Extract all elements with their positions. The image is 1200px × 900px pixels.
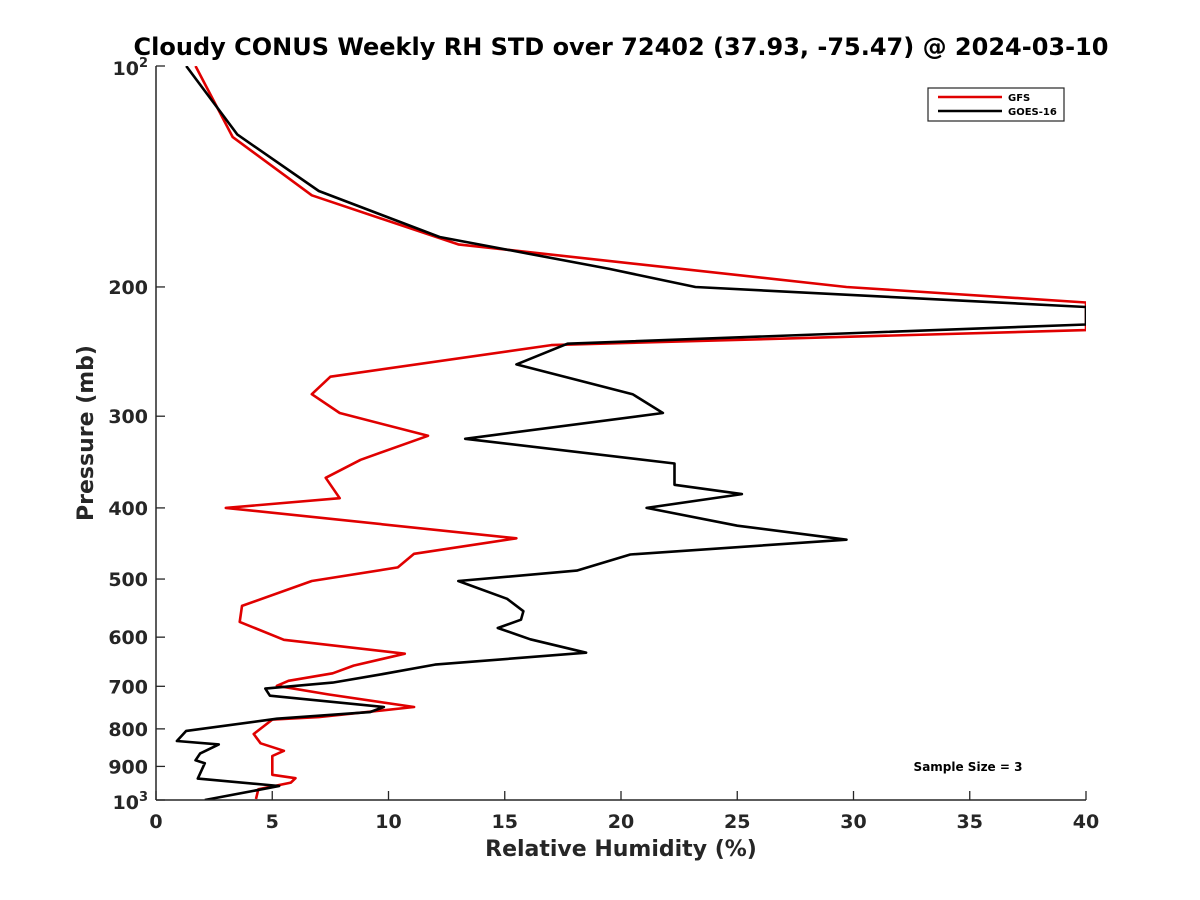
chart-title: Cloudy CONUS Weekly RH STD over 72402 (3…: [134, 33, 1109, 61]
x-tick-label: 40: [1073, 811, 1099, 833]
y-tick-label: 600: [108, 627, 148, 649]
legend: GFS GOES-16: [927, 87, 1065, 122]
x-axis-label: Relative Humidity (%): [485, 837, 757, 862]
x-tick-label: 15: [492, 811, 518, 833]
y-tick-label-top: 102: [113, 56, 149, 80]
y-tick-label: 700: [108, 676, 148, 698]
sample-size-annotation: Sample Size = 3: [914, 760, 1023, 774]
x-tick-label: 0: [149, 811, 162, 833]
y-tick-label: 300: [108, 406, 148, 428]
x-tick-label: 35: [957, 811, 983, 833]
legend-label-gfs: GFS: [1008, 93, 1030, 104]
y-tick-bottom-base: 10: [113, 792, 139, 814]
y-tick-label: 400: [108, 498, 148, 520]
x-tick-label: 10: [375, 811, 401, 833]
y-tick-label: 900: [108, 756, 148, 778]
y-tick-top-exp: 2: [139, 56, 148, 71]
legend-label-goes16: GOES-16: [1008, 107, 1057, 118]
y-tick-label: 800: [108, 719, 148, 741]
x-tick-label: 5: [266, 811, 279, 833]
x-tick-label: 20: [608, 811, 634, 833]
y-tick-label: 200: [108, 277, 148, 299]
y-tick-label: 500: [108, 569, 148, 591]
x-tick-label: 25: [724, 811, 750, 833]
legend-box: [927, 87, 1065, 122]
series-line-goes16: [175, 66, 1086, 800]
series-line-gfs: [194, 66, 1086, 800]
x-tick-label: 30: [840, 811, 866, 833]
y-tick-bottom-exp: 3: [139, 790, 148, 805]
y-axis-label: Pressure (mb): [74, 345, 99, 521]
y-ticks: 200 300 400 500 600 700 800 900: [108, 65, 165, 801]
y-tick-label-bottom: 103: [113, 790, 149, 814]
y-tick-top-base: 10: [113, 58, 139, 80]
x-ticks: 0 5 10 15 20 25 30 35 40: [149, 791, 1099, 833]
series-layer: [175, 66, 1086, 800]
